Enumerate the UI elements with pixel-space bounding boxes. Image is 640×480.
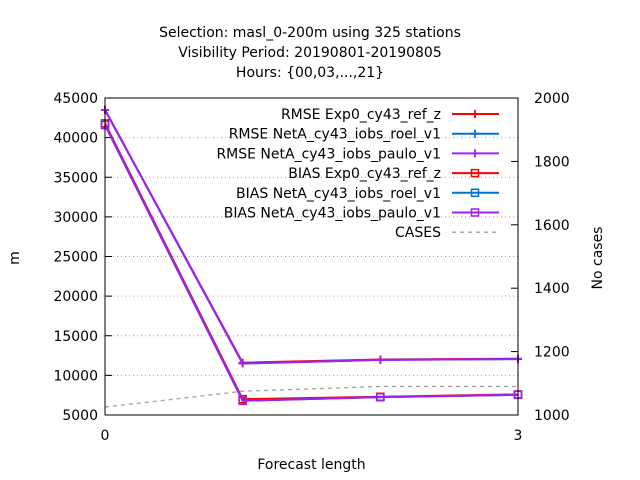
series-line <box>104 122 519 401</box>
legend-label: RMSE NetA_cy43_iobs_roel_v1 <box>229 127 441 143</box>
data-point <box>238 396 247 405</box>
legend-label: RMSE Exp0_cy43_ref_z <box>281 107 441 123</box>
series <box>101 105 522 368</box>
y-tick-label: 35000 <box>53 170 98 186</box>
y-tick-label: 15000 <box>53 329 98 345</box>
series <box>101 105 522 367</box>
title-line: Visibility Period: 20190801-20190805 <box>178 45 442 61</box>
legend-label: RMSE NetA_cy43_iobs_paulo_v1 <box>216 146 441 162</box>
y2-axis-label: No cases <box>590 227 606 290</box>
legend-label: CASES <box>395 225 441 241</box>
series <box>104 385 518 408</box>
x-tick-label: 3 <box>514 428 523 444</box>
legend: RMSE Exp0_cy43_ref_z RMSE NetA_cy43_iobs_… <box>216 107 499 241</box>
grid-lines <box>105 137 518 376</box>
y-axis-label: m <box>7 251 23 265</box>
series-lines <box>100 105 523 408</box>
series-line <box>104 109 519 365</box>
legend-label: BIAS Exp0_cy43_ref_z <box>288 166 441 182</box>
data-point <box>470 208 480 217</box>
data-point <box>376 392 385 402</box>
y-tick-label: 30000 <box>53 210 98 226</box>
series-line <box>104 124 519 402</box>
y-axis-ticks: 5000 10000 15000 20000 25000 30000 35000 40000 4… <box>53 91 112 424</box>
y2-axis-ticks: 1000 1200 1400 1600 1800 2000 <box>511 91 570 424</box>
data-point <box>470 168 480 178</box>
y-tick-label: 20000 <box>53 289 98 305</box>
y-tick-label: 10000 <box>53 368 98 384</box>
legend-label: BIAS NetA_cy43_iobs_paulo_v1 <box>224 206 441 222</box>
y-tick-label: 25000 <box>53 250 98 266</box>
y-tick-label: 40000 <box>53 131 98 147</box>
y2-tick-label: 1600 <box>534 218 570 234</box>
plot-frame <box>104 97 519 416</box>
series-line <box>104 385 518 408</box>
y2-tick-label: 1000 <box>534 408 570 424</box>
chart-title: Selection: masl_0-200m using 325 station… <box>159 25 461 81</box>
y2-tick-label: 2000 <box>534 91 570 107</box>
data-point <box>471 110 479 118</box>
y-tick-label: 5000 <box>62 408 98 424</box>
data-point <box>470 188 480 198</box>
y2-tick-label: 1800 <box>534 154 570 170</box>
series <box>101 105 522 368</box>
x-axis-label: Forecast length <box>257 457 365 473</box>
y2-tick-label: 1200 <box>534 345 570 361</box>
y2-tick-label: 1400 <box>534 281 570 297</box>
data-point <box>471 129 479 138</box>
data-point <box>376 355 385 364</box>
title-line: Selection: masl_0-200m using 325 station… <box>159 25 461 41</box>
x-tick-label: 0 <box>101 428 110 444</box>
y-tick-label: 45000 <box>53 91 98 107</box>
legend-label: BIAS NetA_cy43_iobs_roel_v1 <box>236 186 441 202</box>
data-point <box>238 359 247 368</box>
data-point <box>471 149 479 158</box>
title-line: Hours: {00,03,...,21} <box>236 65 384 81</box>
